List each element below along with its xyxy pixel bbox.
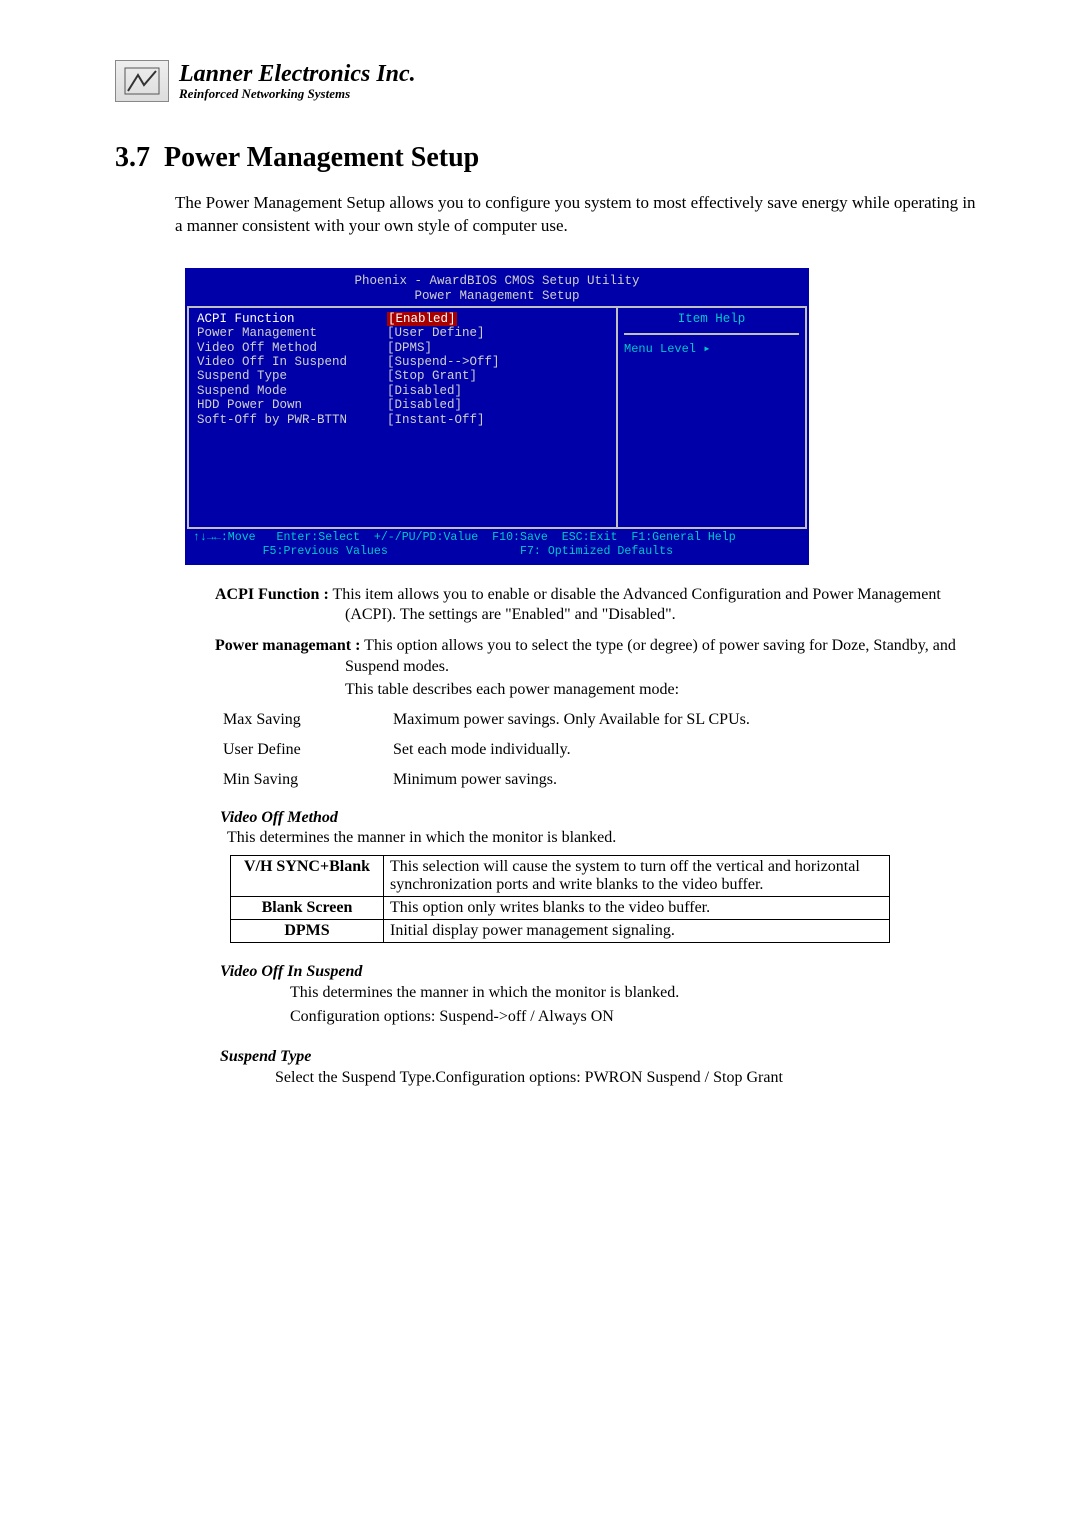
logo-icon [115, 60, 169, 102]
pm-mode-desc: Set each mode individually. [393, 741, 571, 759]
bios-help-title: Item Help [624, 312, 799, 335]
bios-setting-value: [Disabled] [387, 384, 462, 398]
bios-setting-label: Video Off Method [197, 341, 387, 355]
section-heading: 3.7 Power Management Setup [115, 142, 985, 174]
section-intro: The Power Management Setup allows you to… [175, 192, 985, 238]
bios-setting-value: [Stop Grant] [387, 369, 477, 383]
vmethod-desc: Initial display power management signali… [384, 919, 890, 942]
bios-footer-line2: F5:Previous Values F7: Optimized Default… [193, 545, 673, 558]
section-number: 3.7 [115, 142, 150, 173]
bios-setting-label: ACPI Function [197, 312, 387, 326]
vmethod-desc: This option only writes blanks to the vi… [384, 896, 890, 919]
bios-setting-value: [Instant-Off] [387, 413, 485, 427]
pm-mode-desc: Minimum power savings. [393, 771, 557, 789]
video-off-suspend-line1: This determines the manner in which the … [290, 983, 985, 1004]
bios-footer-line1: ↑↓→←:Move Enter:Select +/-/PU/PD:Value F… [193, 531, 736, 544]
bios-setting-row: ACPI Function[Enabled] [197, 312, 608, 326]
bios-setting-row: Video Off Method[DPMS] [197, 341, 608, 355]
pm-text1: This option allows you to select the typ… [345, 637, 956, 675]
suspend-type-line: Select the Suspend Type.Configuration op… [275, 1068, 985, 1089]
bios-title-line1: Phoenix - AwardBIOS CMOS Setup Utility [354, 274, 639, 288]
video-off-method-lead: This determines the manner in which the … [227, 829, 985, 847]
bios-setting-row: Soft-Off by PWR-BTTN[Instant-Off] [197, 413, 608, 427]
video-off-method-heading: Video Off Method [220, 809, 985, 827]
bios-setting-value: [DPMS] [387, 341, 432, 355]
bios-title: Phoenix - AwardBIOS CMOS Setup Utility P… [187, 270, 807, 308]
suspend-type-heading: Suspend Type [220, 1048, 985, 1066]
pm-description: Power managemant : This option allows yo… [215, 636, 965, 678]
pm-mode-key: Min Saving [223, 771, 393, 789]
pm-modes-table: Max SavingMaximum power savings. Only Av… [223, 711, 985, 789]
pm-mode-row: User DefineSet each mode individually. [223, 741, 985, 759]
acpi-description: ACPI Function : This item allows you to … [215, 585, 965, 627]
bios-setting-row: Suspend Mode[Disabled] [197, 384, 608, 398]
pm-mode-key: User Define [223, 741, 393, 759]
vmethod-key: V/H SYNC+Blank [231, 855, 384, 896]
table-row: Blank ScreenThis option only writes blan… [231, 896, 890, 919]
bios-setting-row: HDD Power Down[Disabled] [197, 398, 608, 412]
pm-mode-desc: Maximum power savings. Only Available fo… [393, 711, 750, 729]
bios-menu-level: Menu Level ▸ [624, 341, 799, 356]
bios-setting-label: HDD Power Down [197, 398, 387, 412]
bios-setting-value: [Enabled] [387, 312, 457, 326]
table-row: DPMSInitial display power management sig… [231, 919, 890, 942]
pm-mode-key: Max Saving [223, 711, 393, 729]
bios-setting-value: [Disabled] [387, 398, 462, 412]
bios-footer: ↑↓→←:Move Enter:Select +/-/PU/PD:Value F… [187, 527, 807, 563]
bios-setting-row: Suspend Type[Stop Grant] [197, 369, 608, 383]
pm-label: Power managemant : [215, 637, 360, 654]
pm-mode-row: Min SavingMinimum power savings. [223, 771, 985, 789]
bios-settings-panel: ACPI Function[Enabled]Power Management[U… [187, 308, 618, 527]
bios-screenshot: Phoenix - AwardBIOS CMOS Setup Utility P… [185, 268, 809, 565]
brand-name: Lanner Electronics Inc. [179, 61, 416, 87]
table-row: V/H SYNC+BlankThis selection will cause … [231, 855, 890, 896]
vmethod-desc: This selection will cause the system to … [384, 855, 890, 896]
pm-text2: This table describes each power manageme… [215, 680, 965, 701]
brand-tagline: Reinforced Networking Systems [179, 87, 416, 101]
bios-setting-label: Soft-Off by PWR-BTTN [197, 413, 387, 427]
section-title: Power Management Setup [164, 142, 479, 173]
bios-setting-label: Video Off In Suspend [197, 355, 387, 369]
bios-setting-value: [Suspend-->Off] [387, 355, 500, 369]
bios-setting-row: Power Management[User Define] [197, 326, 608, 340]
vmethod-key: Blank Screen [231, 896, 384, 919]
video-off-method-table: V/H SYNC+BlankThis selection will cause … [230, 855, 890, 943]
video-off-suspend-line2: Configuration options: Suspend->off / Al… [290, 1007, 985, 1028]
acpi-label: ACPI Function : [215, 586, 329, 603]
acpi-text: This item allows you to enable or disabl… [329, 586, 941, 624]
pm-mode-row: Max SavingMaximum power savings. Only Av… [223, 711, 985, 729]
bios-setting-value: [User Define] [387, 326, 485, 340]
bios-setting-label: Suspend Type [197, 369, 387, 383]
video-off-suspend-heading: Video Off In Suspend [220, 963, 985, 981]
bios-help-panel: Item Help Menu Level ▸ [618, 308, 807, 527]
bios-setting-row: Video Off In Suspend[Suspend-->Off] [197, 355, 608, 369]
bios-setting-label: Power Management [197, 326, 387, 340]
vmethod-key: DPMS [231, 919, 384, 942]
bios-setting-label: Suspend Mode [197, 384, 387, 398]
bios-title-line2: Power Management Setup [414, 289, 579, 303]
brand-header: Lanner Electronics Inc. Reinforced Netwo… [115, 60, 985, 102]
